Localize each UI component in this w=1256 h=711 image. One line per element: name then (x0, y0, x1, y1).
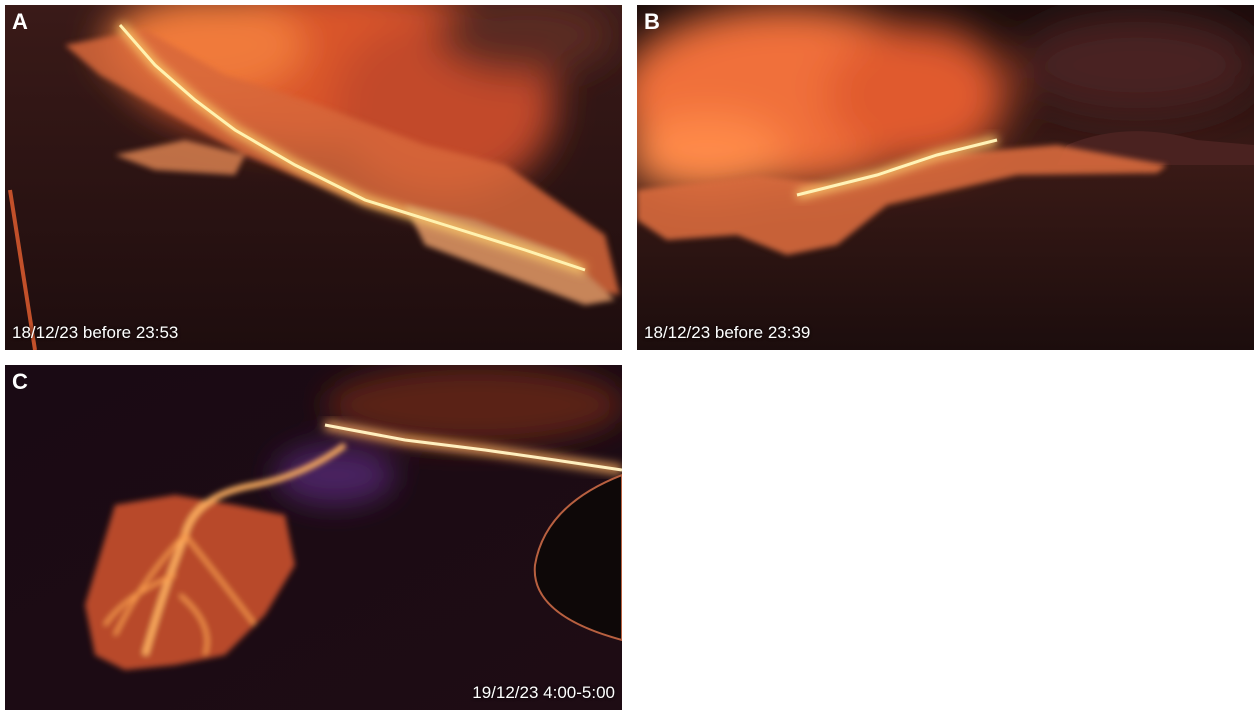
photo-panel: B 18/12/23 before 23:39 (637, 5, 1254, 350)
photo (637, 5, 1254, 350)
photo (5, 5, 622, 350)
panel-caption: 18/12/23 before 23:39 (644, 323, 811, 342)
panel-letter: C (12, 369, 28, 394)
photo (5, 365, 622, 710)
panel-letter: B (644, 9, 660, 34)
photo-panel: A 18/12/23 before 23:53 (5, 5, 622, 350)
panel-caption: 18/12/23 before 23:53 (12, 323, 179, 342)
photo-panel: C 19/12/23 4:00-5:00 (5, 365, 622, 710)
panel-letter: A (12, 9, 28, 34)
panel-caption: 19/12/23 4:00-5:00 (472, 683, 615, 702)
